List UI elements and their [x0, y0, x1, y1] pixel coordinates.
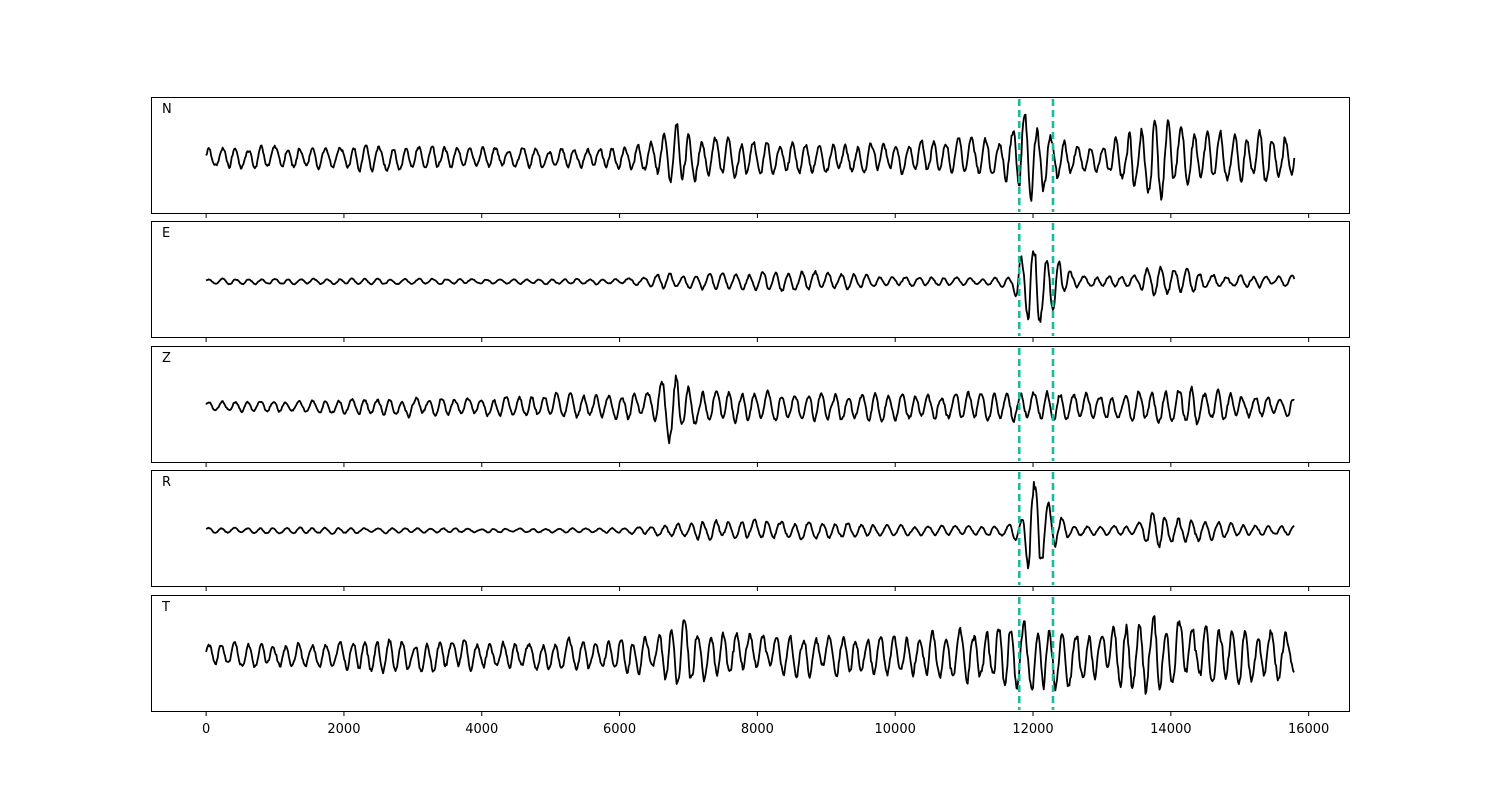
- x-tick-label: 6000: [603, 722, 636, 737]
- x-tick-label: 10000: [875, 722, 916, 737]
- panel-label: T: [161, 600, 170, 615]
- x-tick-label: 8000: [741, 722, 774, 737]
- panel-label: R: [162, 475, 171, 490]
- panel-t: T: [151, 595, 1350, 716]
- x-tick-label: 14000: [1150, 722, 1191, 737]
- panel-label: Z: [162, 351, 171, 366]
- panel-label: N: [162, 102, 172, 117]
- waveform-trace: [205, 480, 1295, 570]
- waveform-trace: [205, 113, 1296, 202]
- panel-frame: [151, 470, 1350, 587]
- panel-frame: [151, 221, 1350, 338]
- waveform-trace: [205, 374, 1295, 445]
- x-tick-label: 12000: [1012, 722, 1053, 737]
- x-tick-label: 0: [202, 722, 210, 737]
- x-tick-label: 4000: [465, 722, 498, 737]
- x-tick-label: 16000: [1288, 722, 1329, 737]
- panel-frame: [151, 595, 1350, 712]
- panel-frame: [151, 97, 1350, 214]
- panel-label: E: [162, 226, 170, 241]
- panel-n: N: [151, 97, 1350, 218]
- panel-z: Z: [151, 346, 1350, 467]
- panel-r: R: [151, 470, 1350, 591]
- x-tick-label: 2000: [327, 722, 360, 737]
- waveform-trace: [205, 615, 1295, 695]
- waveform-trace: [205, 250, 1296, 323]
- panel-frame: [151, 346, 1350, 463]
- panel-e: E: [151, 221, 1350, 342]
